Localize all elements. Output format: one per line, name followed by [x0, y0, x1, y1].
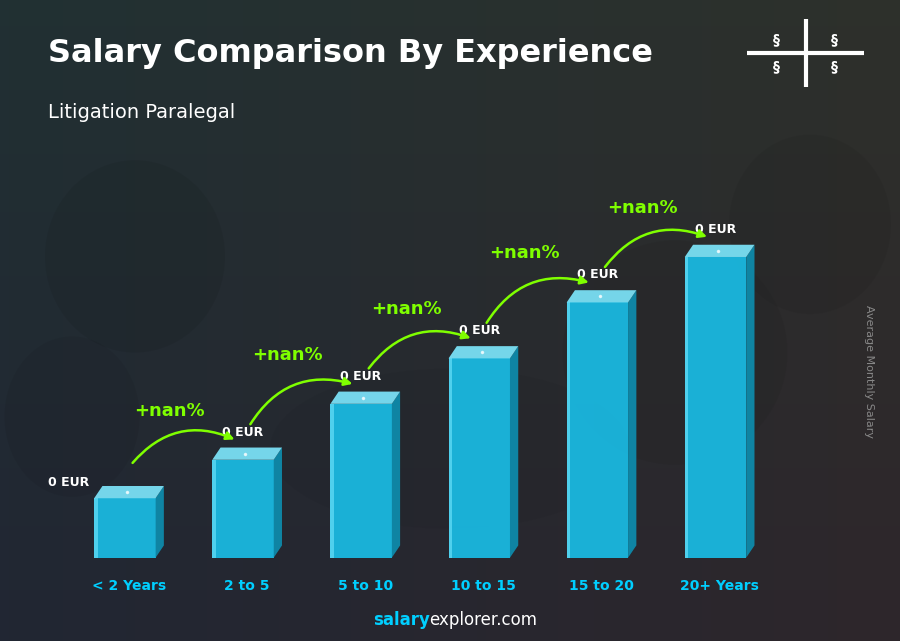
- Text: +nan%: +nan%: [253, 345, 323, 363]
- Ellipse shape: [4, 337, 140, 497]
- Ellipse shape: [562, 240, 788, 465]
- Text: §: §: [832, 60, 838, 73]
- Polygon shape: [567, 290, 636, 303]
- Polygon shape: [94, 486, 164, 498]
- Text: explorer.com: explorer.com: [429, 611, 537, 629]
- Text: salary: salary: [374, 611, 430, 629]
- Text: 0 EUR: 0 EUR: [340, 370, 382, 383]
- Text: +nan%: +nan%: [134, 401, 205, 420]
- Polygon shape: [274, 447, 282, 558]
- Text: +nan%: +nan%: [489, 244, 560, 262]
- Text: 5 to 10: 5 to 10: [338, 579, 392, 593]
- Text: +nan%: +nan%: [607, 199, 678, 217]
- Text: 10 to 15: 10 to 15: [451, 579, 516, 593]
- Polygon shape: [685, 245, 754, 257]
- Text: 2 to 5: 2 to 5: [224, 579, 270, 593]
- Polygon shape: [448, 358, 510, 558]
- Text: §: §: [773, 60, 779, 73]
- Text: 0 EUR: 0 EUR: [695, 223, 736, 236]
- Polygon shape: [685, 257, 746, 558]
- Polygon shape: [212, 460, 216, 558]
- Polygon shape: [94, 498, 156, 558]
- Polygon shape: [156, 486, 164, 558]
- Text: 0 EUR: 0 EUR: [459, 324, 500, 337]
- Polygon shape: [628, 290, 636, 558]
- Text: < 2 Years: < 2 Years: [92, 579, 166, 593]
- Polygon shape: [685, 257, 688, 558]
- Text: 15 to 20: 15 to 20: [569, 579, 634, 593]
- Text: Litigation Paralegal: Litigation Paralegal: [48, 103, 235, 122]
- Polygon shape: [567, 303, 571, 558]
- Polygon shape: [212, 460, 274, 558]
- Text: Average Monthly Salary: Average Monthly Salary: [863, 305, 874, 438]
- Polygon shape: [330, 404, 334, 558]
- Polygon shape: [392, 392, 400, 558]
- Polygon shape: [448, 346, 518, 358]
- Ellipse shape: [45, 160, 225, 353]
- Text: +nan%: +nan%: [371, 300, 441, 318]
- Polygon shape: [94, 498, 98, 558]
- Text: 0 EUR: 0 EUR: [577, 269, 618, 281]
- Polygon shape: [567, 303, 628, 558]
- Text: §: §: [773, 33, 779, 46]
- Polygon shape: [746, 245, 754, 558]
- Text: 20+ Years: 20+ Years: [680, 579, 759, 593]
- Text: 0 EUR: 0 EUR: [222, 426, 264, 439]
- Polygon shape: [212, 447, 282, 460]
- Text: §: §: [832, 33, 838, 46]
- Polygon shape: [510, 346, 518, 558]
- Polygon shape: [448, 358, 452, 558]
- Text: Salary Comparison By Experience: Salary Comparison By Experience: [48, 38, 652, 69]
- Text: 0 EUR: 0 EUR: [49, 476, 89, 490]
- Ellipse shape: [729, 135, 891, 314]
- Polygon shape: [330, 404, 392, 558]
- Polygon shape: [330, 392, 400, 404]
